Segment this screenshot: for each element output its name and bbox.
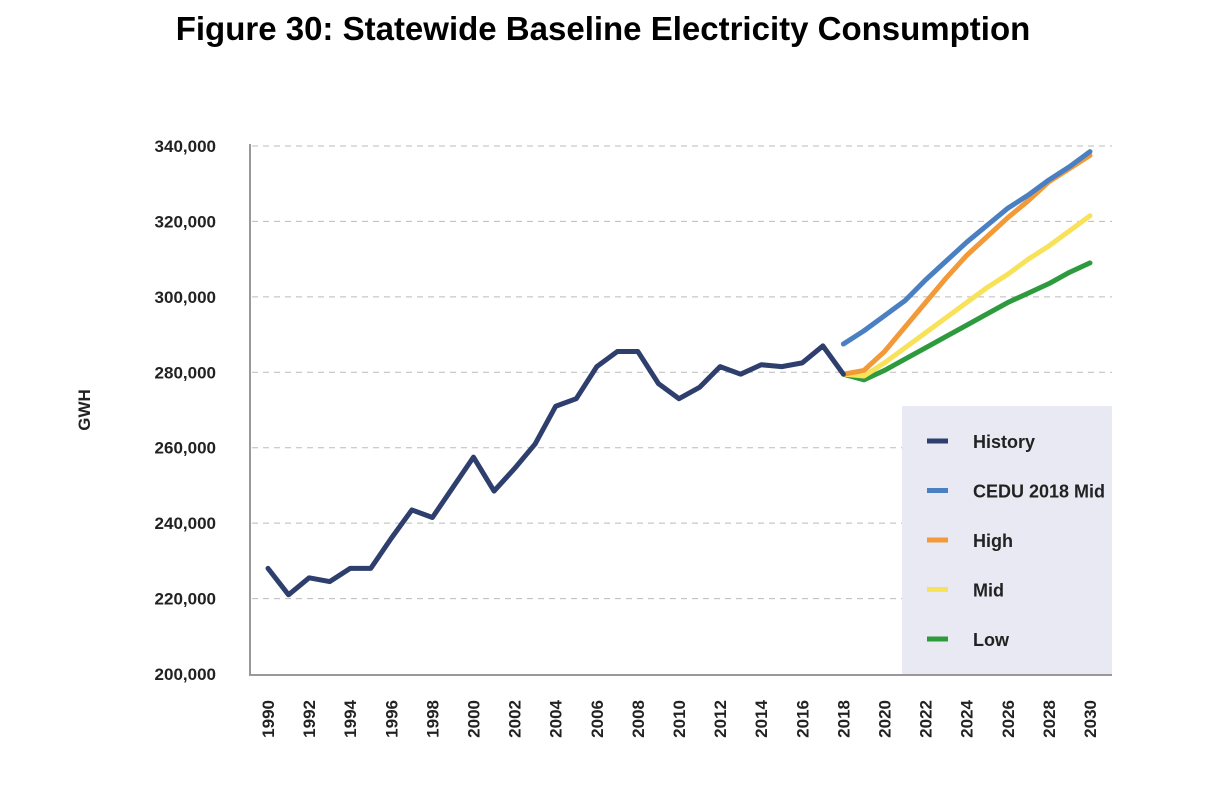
x-tick-label: 2014 (752, 699, 771, 737)
x-tick-label: 1994 (341, 699, 360, 737)
y-tick-label: 260,000 (155, 439, 216, 458)
x-tick-label: 2028 (1040, 700, 1059, 738)
y-axis-label: GWH (75, 389, 94, 431)
x-tick-label: 2022 (917, 700, 936, 738)
series-line-mid (840, 213, 1093, 379)
x-tick-label: 1996 (382, 700, 401, 738)
x-tick-label: 2010 (670, 700, 689, 738)
y-tick-label: 320,000 (155, 212, 216, 231)
x-tick-label: 2030 (1081, 700, 1100, 738)
x-tick-label: 2020 (876, 700, 895, 738)
x-tick-label: 2000 (465, 700, 484, 738)
series-line-cedu-2018-mid (840, 149, 1093, 347)
x-tick-label: 2008 (629, 700, 648, 738)
x-tick-label: 1990 (259, 700, 278, 738)
legend-label: History (973, 432, 1035, 452)
y-tick-label: 220,000 (155, 590, 216, 609)
legend-label: Mid (973, 581, 1004, 601)
x-tick-label: 2026 (999, 700, 1018, 738)
chart-title: Figure 30: Statewide Baseline Electricit… (175, 10, 1031, 47)
series-line-high (840, 152, 1093, 377)
y-tick-label: 240,000 (155, 514, 216, 533)
legend-label: Low (973, 630, 1010, 650)
y-tick-label: 340,000 (155, 137, 216, 156)
y-tick-label: 300,000 (155, 288, 216, 307)
series-line-history (265, 343, 846, 598)
x-tick-label: 2006 (588, 700, 607, 738)
x-tick-label: 2016 (793, 700, 812, 738)
x-tick-label: 2004 (547, 699, 566, 737)
legend-label: CEDU 2018 Mid (973, 482, 1105, 502)
x-tick-label: 1998 (423, 700, 442, 738)
x-tick-label: 2012 (711, 700, 730, 738)
x-tick-label: 2018 (834, 700, 853, 738)
series-line-low (840, 260, 1093, 383)
x-tick-label: 2024 (958, 699, 977, 737)
x-tick-label: 2002 (506, 700, 525, 738)
y-tick-label: 280,000 (155, 363, 216, 382)
legend-label: High (973, 531, 1013, 551)
y-tick-label: 200,000 (155, 665, 216, 684)
x-tick-label: 1992 (300, 700, 319, 738)
